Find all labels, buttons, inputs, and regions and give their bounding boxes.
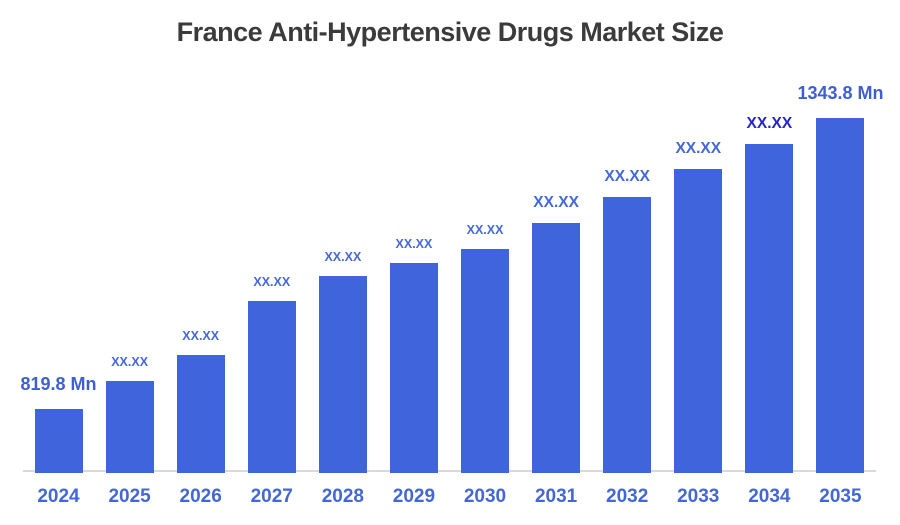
- bar: [461, 249, 510, 473]
- bar-column-2024: 819.8 Mn: [20, 374, 97, 473]
- x-axis-label: 2034: [748, 486, 791, 507]
- bar-value-label: XX.XX: [253, 275, 291, 290]
- x-axis-label: 2027: [250, 486, 293, 507]
- x-axis-label: 2033: [677, 486, 720, 507]
- bar-column-2027: XX.XX: [236, 275, 307, 473]
- x-axis-label: 2035: [819, 486, 862, 507]
- x-axis-label: 2028: [321, 486, 364, 507]
- bar: [34, 409, 83, 473]
- bar: [176, 355, 225, 473]
- x-axis-label: 2025: [108, 486, 151, 507]
- bar: [318, 276, 367, 473]
- bar-column-2028: XX.XX: [307, 250, 378, 473]
- bar-value-label: XX.XX: [746, 114, 793, 132]
- bar-value-label: 1343.8 Mn: [797, 83, 884, 104]
- bar-value-label: XX.XX: [675, 139, 722, 157]
- x-axis-label: 2030: [463, 486, 507, 507]
- bar-column-2029: XX.XX: [378, 237, 449, 473]
- bar-value-label: XX.XX: [466, 223, 504, 238]
- bar-column-2026: XX.XX: [165, 329, 236, 473]
- x-axis: 2024 2025 2026 2027 2028 2029 2030 2031 2032 2033…: [23, 486, 876, 510]
- bar-value-label: XX.XX: [182, 329, 220, 344]
- bar-column-2031: XX.XX: [521, 194, 592, 473]
- bar-value-label: XX.XX: [604, 167, 651, 185]
- x-axis-label: 2024: [37, 486, 80, 507]
- bar-value-label: XX.XX: [395, 237, 433, 252]
- bar: [674, 169, 723, 473]
- x-axis-label: 2026: [179, 486, 222, 507]
- x-axis-line: [23, 470, 876, 472]
- bar-column-2030: XX.XX: [450, 223, 521, 473]
- bar: [816, 118, 865, 473]
- bar: [247, 301, 296, 473]
- bar-value-label: XX.XX: [111, 355, 149, 370]
- bar-column-2025: XX.XX: [94, 355, 165, 473]
- bar: [105, 381, 154, 473]
- bar-column-2033: XX.XX: [663, 140, 734, 473]
- bar-column-2035: 1343.8 Mn: [797, 83, 883, 473]
- bar-value-label: XX.XX: [533, 193, 579, 211]
- bar: [745, 144, 794, 473]
- bar-value-label: XX.XX: [324, 250, 362, 265]
- bar: [603, 197, 652, 473]
- bar-column-2034: XX.XX: [734, 115, 805, 473]
- x-axis-label: 2029: [392, 486, 436, 507]
- x-axis-label: 2031: [534, 486, 578, 507]
- bar: [389, 263, 438, 473]
- bar: [532, 223, 581, 473]
- plot-area: 819.8 Mn XX.XX XX.XX XX.XX XX.XX XX.XX XX.XX XX…: [20, 60, 883, 473]
- bar-column-2032: XX.XX: [592, 168, 663, 473]
- bar-value-label: 819.8 Mn: [20, 374, 97, 395]
- chart-title: France Anti-Hypertensive Drugs Market Si…: [176, 17, 724, 47]
- x-axis-label: 2032: [606, 486, 649, 507]
